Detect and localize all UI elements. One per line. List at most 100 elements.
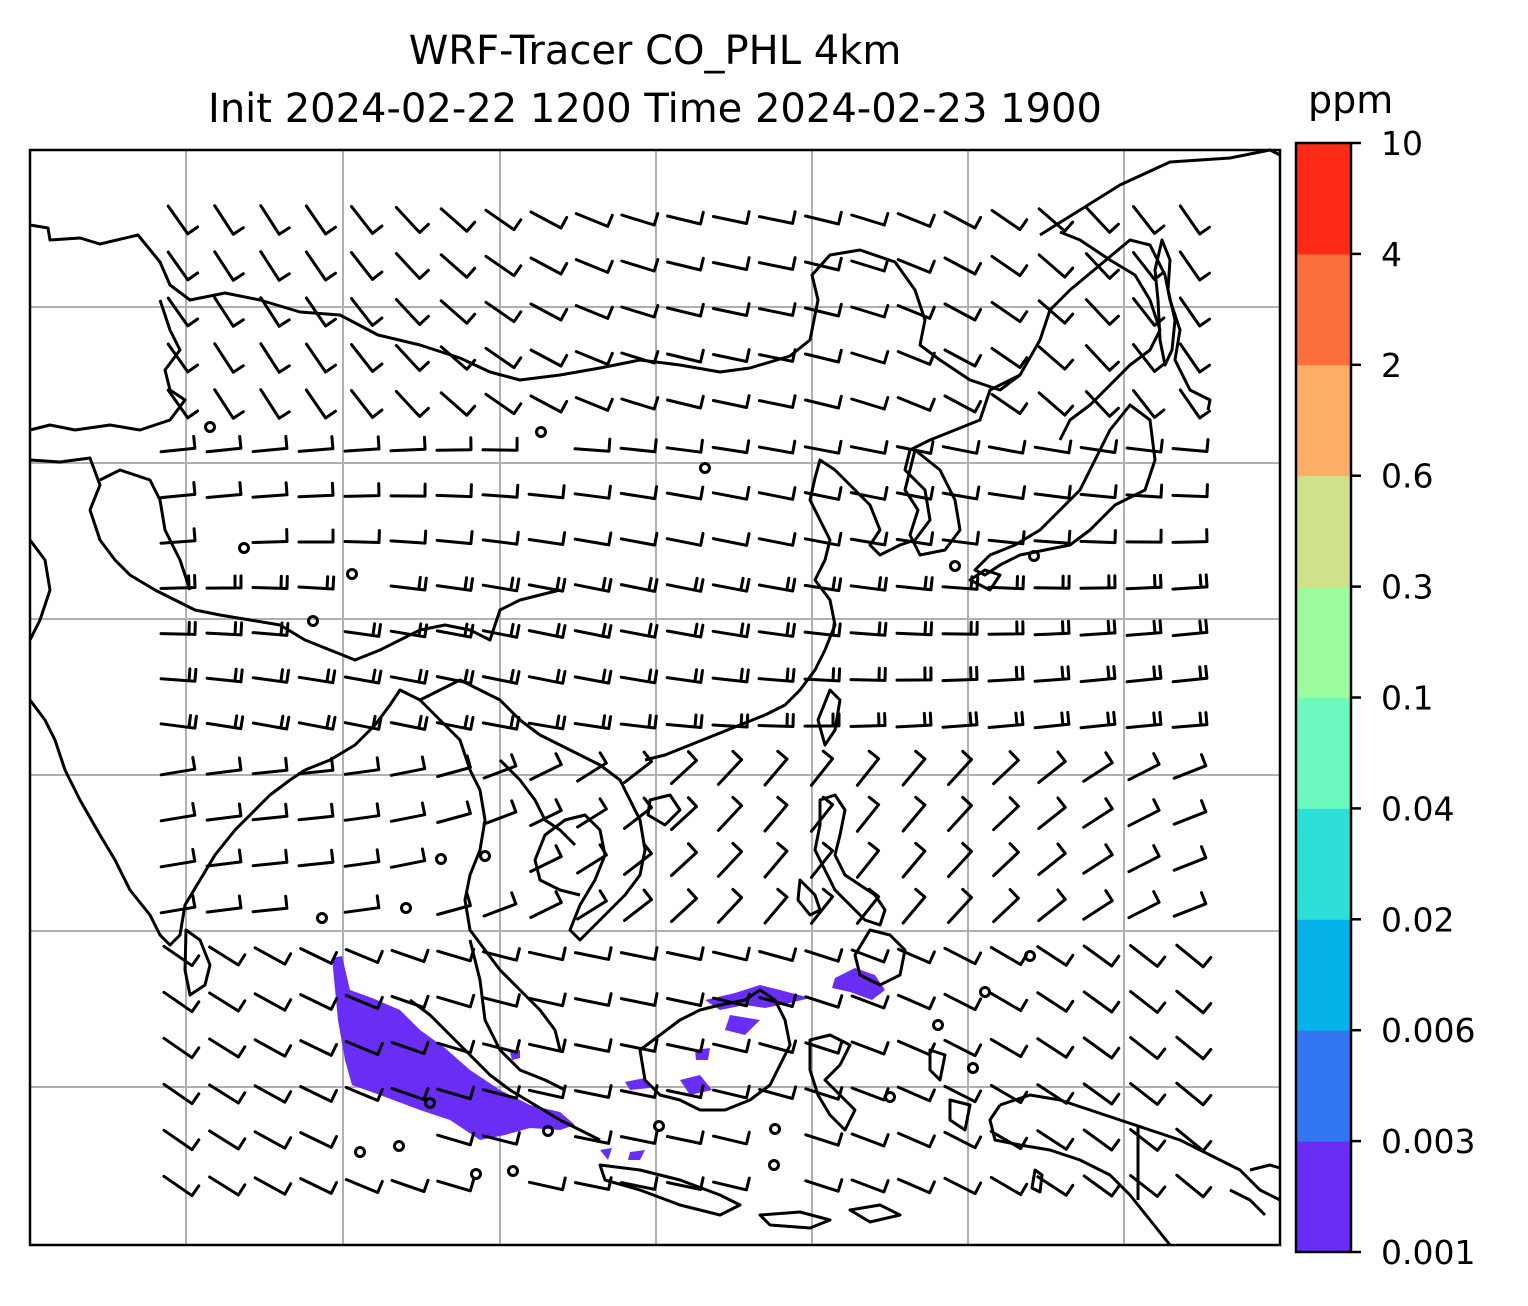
wind-barb [619,1176,659,1191]
wind-barb [394,206,430,234]
wind-barb [1175,1035,1213,1061]
wind-barb [1037,842,1067,877]
wind-barb [573,576,613,593]
wind-barb [716,749,744,786]
wind-barb [665,438,704,454]
wind-barb [804,302,843,318]
wind-barb [757,576,797,593]
wind-barb [205,848,243,868]
wind-barb [159,527,197,545]
wind-barb [299,1177,338,1195]
wind-barb [389,714,429,731]
wind-barb [757,712,795,728]
wind-barb [943,992,983,1012]
wind-barb [394,390,430,418]
wind-barb [804,348,843,364]
wind-barb [665,1176,705,1191]
wind-barb [1178,296,1211,328]
wind-barb [849,712,887,728]
wind-barb [665,1084,705,1099]
wind-barb [251,894,289,914]
colorbar-segment [1296,808,1351,920]
wind-barb [436,1177,476,1193]
wind-barb [711,713,750,729]
wind-barb [394,344,430,372]
wind-barb [804,1086,844,1101]
wind-barb [943,946,983,966]
wind-barb [213,204,245,236]
wind-barb [529,844,563,873]
calm-wind-marker [979,986,991,998]
wind-barb [527,1084,567,1100]
wind-barb [162,1082,201,1106]
wind-barb [1084,298,1120,326]
wind-barb [1171,711,1209,729]
wind-barb [1037,796,1067,831]
wind-barb [990,392,1029,416]
wind-barb [574,212,614,228]
wind-barb [529,752,563,781]
wind-barb [1033,484,1072,500]
wind-barb [1127,844,1161,874]
wind-barb [990,254,1029,278]
wind-barb [943,1038,983,1058]
wind-barb [436,1131,476,1147]
wind-barb [213,296,245,328]
wind-barb [712,946,751,962]
wind-barb [482,1039,521,1054]
wind-barb [757,622,796,638]
wind-barb [529,302,569,322]
wind-barb [435,483,473,499]
wind-barb [670,796,698,831]
wind-barb [1132,297,1166,327]
wind-barb [484,392,523,416]
wind-barb [757,256,797,271]
wind-barb [990,346,1029,370]
wind-barb [343,482,381,498]
wind-barb [987,620,1025,636]
wind-barb [344,1178,384,1194]
wind-barb [619,992,659,1007]
wind-barb [711,394,751,409]
colorbar-tick-label: 0.1 [1381,679,1433,718]
wind-barb [205,621,244,637]
wind-barb [895,666,933,682]
wind-barb [901,841,927,879]
wind-barb [763,749,789,787]
wind-barb [344,1086,384,1102]
wind-barb [989,1083,1029,1105]
wind-barb [619,485,659,501]
wind-barb [159,480,197,500]
wind-barb [389,622,429,639]
wind-barb [1125,619,1163,637]
wind-barb [482,799,518,826]
wind-barb [987,530,1026,546]
wind-barb [992,750,1020,786]
wind-barb [895,711,933,729]
wind-barb [712,992,751,1008]
colorbar-tick-label: 2 [1381,346,1402,385]
wind-barb [987,439,1027,455]
wind-barb [855,795,881,833]
wind-barb [941,485,981,501]
wind-barb [901,795,927,833]
wind-barb [259,388,291,420]
wind-barb [855,841,881,879]
wind-barb [481,576,521,593]
wind-barb [576,843,608,875]
wind-barb [1033,665,1071,683]
wind-barb [665,946,705,961]
wind-barb [619,946,659,961]
calm-wind-marker [932,1019,944,1031]
wind-barb [619,622,659,639]
wind-barb [850,350,890,365]
wind-barb [809,795,835,833]
wind-barb [205,802,243,822]
wind-barb [251,528,289,544]
colorbar-tick-label: 0.001 [1381,1233,1475,1272]
wind-barb [1129,944,1167,968]
wind-barb [1171,619,1209,638]
calm-wind-marker [507,1165,519,1177]
colorbar-segments [1296,143,1351,1253]
wind-barb [896,1177,936,1195]
